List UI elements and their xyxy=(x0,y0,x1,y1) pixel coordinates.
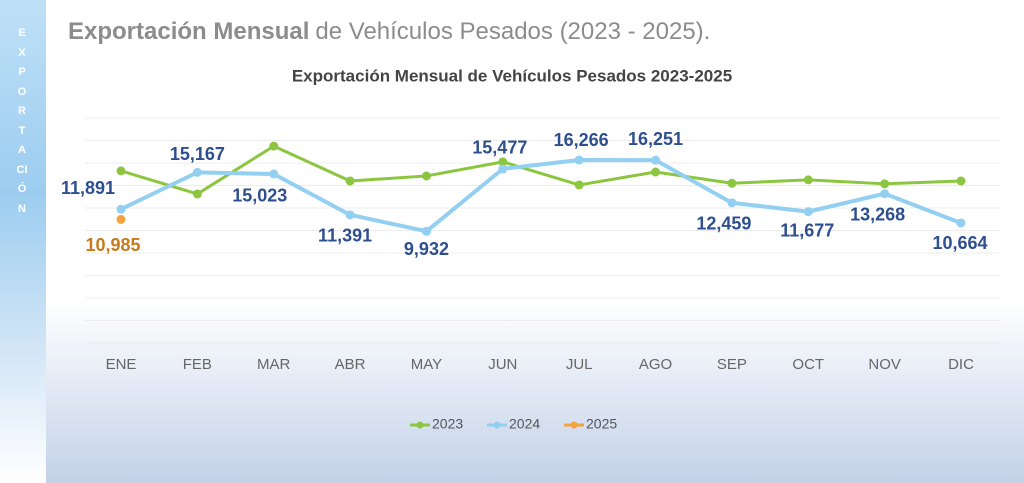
sidebar-text: EXPORTACIÓN xyxy=(16,27,28,215)
data-point xyxy=(345,176,355,186)
data-point xyxy=(727,198,737,208)
x-tick-label: ABR xyxy=(335,356,366,373)
data-point xyxy=(574,180,584,190)
series-line xyxy=(120,144,962,196)
heading: Exportación Mensual de Vehículos Pesados … xyxy=(68,18,710,46)
data-label: 11,891 xyxy=(61,178,115,198)
data-label: 10,664 xyxy=(932,233,987,253)
x-tick-label: ENE xyxy=(106,356,137,373)
data-label: 15,023 xyxy=(232,186,287,206)
data-point xyxy=(116,214,126,224)
data-label: 10,985 xyxy=(85,235,140,255)
data-point xyxy=(651,155,661,165)
data-label: 15,167 xyxy=(170,144,225,164)
data-label: 9,932 xyxy=(404,239,449,259)
legend-marker xyxy=(493,421,501,429)
legend-marker xyxy=(416,421,424,429)
data-point xyxy=(269,169,279,179)
data-point xyxy=(116,204,126,214)
heading-rest: de Vehículos Pesados (2023 - 2025). xyxy=(315,18,711,45)
data-point xyxy=(421,226,431,236)
legend-label: 2025 xyxy=(586,416,617,432)
series-line xyxy=(120,158,962,234)
data-label: 11,391 xyxy=(318,226,372,246)
data-label: 12,459 xyxy=(696,214,751,234)
x-tick-label: NOV xyxy=(868,356,901,373)
legend-label: 2023 xyxy=(432,416,463,432)
data-point xyxy=(116,166,126,176)
data-point xyxy=(880,189,890,199)
data-point xyxy=(192,189,202,199)
data-point xyxy=(498,157,508,167)
data-point xyxy=(803,175,813,185)
x-tick-label: FEB xyxy=(183,356,212,373)
legend-label: 2024 xyxy=(509,416,540,432)
data-label: 16,251 xyxy=(628,129,683,149)
x-tick-label: MAR xyxy=(257,356,291,373)
data-point xyxy=(498,164,508,174)
data-point xyxy=(651,167,661,177)
x-tick-label: OCT xyxy=(792,356,824,373)
data-point xyxy=(803,207,813,217)
data-point xyxy=(574,155,584,165)
legend-marker xyxy=(570,421,578,429)
x-tick-label: DIC xyxy=(948,356,974,373)
data-label: 11,677 xyxy=(780,220,834,240)
x-tick-label: AGO xyxy=(639,356,672,373)
sidebar: EXPORTACIÓN xyxy=(0,0,46,483)
chart-title: Exportación Mensual de Vehículos Pesados… xyxy=(292,66,732,85)
x-tick-label: MAY xyxy=(411,356,442,373)
data-point xyxy=(421,171,431,181)
x-tick-label: SEP xyxy=(717,356,747,373)
data-label: 16,266 xyxy=(554,130,609,150)
data-point xyxy=(956,218,966,228)
data-point xyxy=(727,178,737,188)
data-label: 13,268 xyxy=(850,204,905,224)
data-point xyxy=(956,176,966,186)
x-tick-label: JUL xyxy=(566,356,593,373)
data-point xyxy=(345,210,355,220)
x-tick-label: JUN xyxy=(488,356,517,373)
heading-bold: Exportación Mensual xyxy=(68,18,310,45)
data-point xyxy=(880,179,890,189)
data-label: 15,477 xyxy=(472,138,527,158)
data-point xyxy=(192,167,202,177)
data-point xyxy=(269,141,279,151)
